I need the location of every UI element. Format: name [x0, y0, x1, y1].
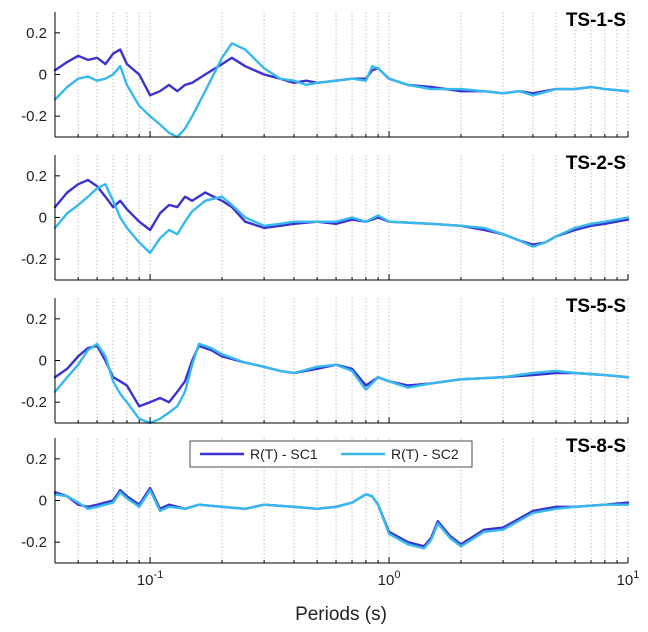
x-axis-label: Periods (s): [295, 604, 387, 625]
panel: 0.2 0 -0.2 TS-8-S R(T) - SC1 R(T) - SC2: [21, 436, 630, 564]
series-line-2: [53, 42, 630, 139]
y-tick-label: -0.2: [21, 534, 47, 551]
legend-label: R(T) - SC2: [391, 446, 459, 462]
x-tick-label: 101: [617, 569, 640, 589]
panel: 0.2 0 -0.2 TS-2-S: [21, 153, 630, 281]
series-line-2: [53, 183, 630, 255]
x-tick-labels: 10-1 100 101: [137, 569, 640, 589]
y-tick-label: -0.2: [21, 251, 47, 268]
y-tick-label: -0.2: [21, 394, 47, 411]
x-tick-label: 100: [378, 569, 401, 589]
panel-title: TS-2-S: [566, 153, 626, 174]
y-tick-label: 0: [39, 353, 47, 370]
series-line-1: [53, 48, 630, 97]
panels: 0.2 0 -0.2 TS-1-S 0.2 0 -0.2 TS-2-S 0.2 0 -0.2 TS-5…: [21, 10, 630, 564]
y-tick-label: 0: [39, 210, 47, 227]
panel: 0.2 0 -0.2 TS-5-S: [21, 296, 630, 425]
y-tick-label: 0: [39, 67, 47, 84]
panel: 0.2 0 -0.2 TS-1-S: [21, 10, 630, 139]
legend: R(T) - SC1 R(T) - SC2: [189, 440, 473, 468]
grid: [54, 155, 629, 280]
x-tick-label: 10-1: [137, 569, 163, 589]
grid: [54, 12, 629, 137]
series-line-1: [53, 486, 630, 548]
panel-title: TS-5-S: [566, 296, 626, 317]
legend-label: R(T) - SC1: [250, 446, 318, 462]
grid: [54, 298, 629, 423]
y-tick-label: 0.2: [26, 168, 47, 185]
series-line-2: [53, 488, 630, 550]
series-line-1: [53, 344, 630, 408]
series-line-1: [53, 178, 630, 246]
y-tick-label: -0.2: [21, 108, 47, 125]
y-tick-label: 0.2: [26, 25, 47, 42]
y-tick-label: 0: [39, 493, 47, 510]
series-line-2: [53, 342, 630, 425]
panel-title: TS-8-S: [566, 436, 626, 457]
panel-title: TS-1-S: [566, 10, 626, 31]
y-tick-label: 0.2: [26, 311, 47, 328]
y-tick-label: 0.2: [26, 451, 47, 468]
